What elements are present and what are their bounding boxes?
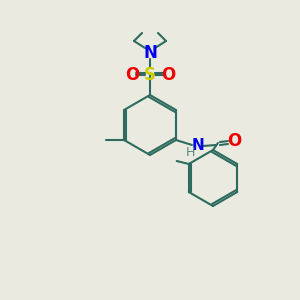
Text: N: N: [192, 139, 204, 154]
Text: H: H: [185, 146, 195, 158]
Text: O: O: [125, 66, 139, 84]
Text: N: N: [143, 44, 157, 62]
Text: O: O: [161, 66, 175, 84]
Text: O: O: [227, 132, 241, 150]
Text: S: S: [144, 66, 156, 84]
